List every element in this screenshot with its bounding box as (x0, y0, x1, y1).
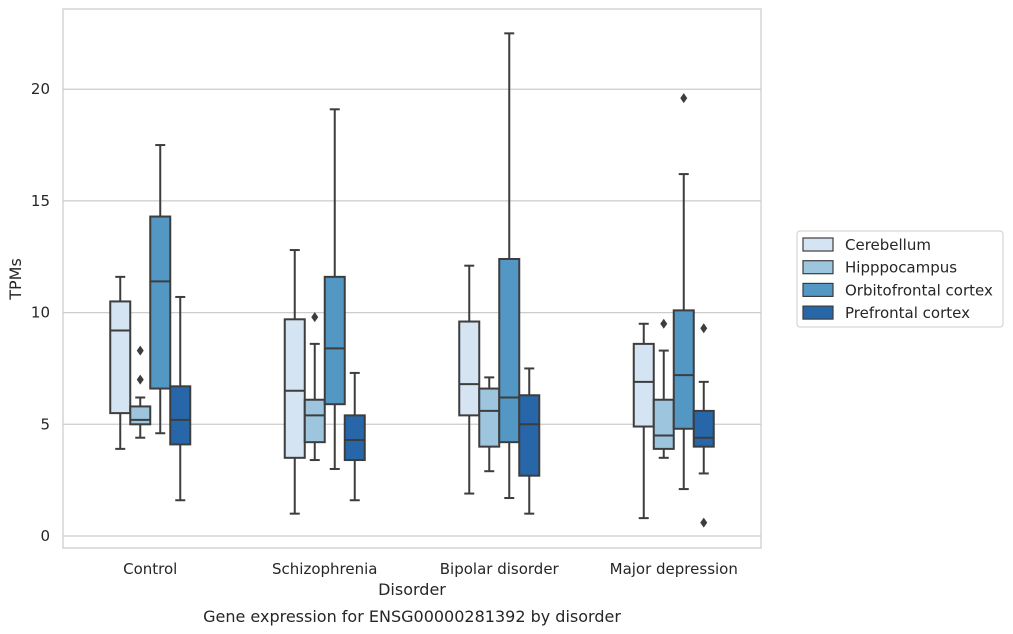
series-orbitofrontal-cortex (149, 32, 695, 500)
box-body (169, 385, 192, 446)
y-tick-labels: 0 5 10 15 20 (31, 80, 50, 545)
y-tick-label: 15 (31, 192, 50, 210)
box (343, 371, 366, 502)
legend-label: Prefrontal cortex (845, 304, 970, 322)
legend-item: Cerebellum (802, 236, 931, 254)
box (458, 264, 481, 495)
outlier-point (136, 345, 144, 356)
outlier-point (700, 517, 708, 528)
box-body (652, 398, 675, 450)
box (323, 108, 346, 470)
legend-items: Cerebellum Hipppocampus Orbitofrontal cort… (802, 236, 993, 322)
y-tick-label: 10 (31, 304, 50, 322)
box (672, 93, 695, 491)
box (652, 318, 675, 459)
box-body (478, 387, 501, 448)
box-body (283, 318, 306, 459)
figure-caption: Gene expression for ENSG00000281392 by d… (203, 607, 621, 626)
box-body (632, 342, 655, 428)
legend-label: Hipppocampus (845, 259, 957, 277)
legend-label: Orbitofrontal cortex (845, 281, 993, 299)
box-body (323, 275, 346, 406)
box (518, 367, 541, 515)
x-tick-label: Schizophrenia (272, 560, 377, 578)
box-body (303, 398, 326, 444)
outlier-point (311, 312, 319, 323)
legend-item: Orbitofrontal cortex (802, 281, 993, 299)
box (632, 322, 655, 520)
box-body (498, 257, 521, 444)
box-body (692, 409, 715, 448)
box (478, 376, 501, 473)
box-body (149, 215, 172, 390)
box (109, 275, 132, 450)
box-body (129, 405, 152, 426)
x-tick-label: Bipolar disorder (440, 560, 560, 578)
legend-label: Cerebellum (845, 236, 931, 254)
outlier-point (136, 374, 144, 385)
legend-swatch (802, 237, 834, 252)
box (303, 312, 326, 462)
y-axis-label: TPMs (6, 258, 25, 301)
box (692, 323, 715, 528)
box-series (109, 32, 715, 528)
outlier-point (660, 318, 668, 329)
series-cerebellum (109, 249, 655, 520)
x-tick-label: Major depression (610, 560, 738, 578)
y-tick-label: 20 (31, 80, 50, 98)
y-tick-label: 5 (40, 415, 50, 433)
box (169, 295, 192, 502)
box-body (343, 414, 366, 462)
legend-item: Hipppocampus (802, 259, 957, 277)
y-tick-label: 0 (40, 527, 50, 545)
box (283, 249, 306, 515)
x-axis-label: Disorder (378, 580, 446, 599)
legend-item: Prefrontal cortex (802, 304, 970, 322)
x-tick-labels: Control Schizophrenia Bipolar disorder Majo… (123, 560, 738, 578)
box-body (109, 300, 132, 415)
box (498, 32, 521, 500)
box-body (672, 309, 695, 430)
legend: Cerebellum Hipppocampus Orbitofrontal cort… (796, 230, 1004, 328)
outlier-point (700, 323, 708, 334)
legend-swatch (802, 260, 834, 275)
outlier-point (680, 93, 688, 104)
box (149, 144, 172, 435)
x-tick-label: Control (123, 560, 177, 578)
box-body (518, 394, 541, 477)
legend-swatch (802, 305, 834, 320)
box (129, 345, 152, 439)
box-body (458, 320, 481, 417)
series-prefrontal-cortex (169, 295, 715, 528)
series-hipppocampus (129, 312, 675, 473)
legend-swatch (802, 282, 834, 297)
legend-frame (796, 230, 1004, 328)
